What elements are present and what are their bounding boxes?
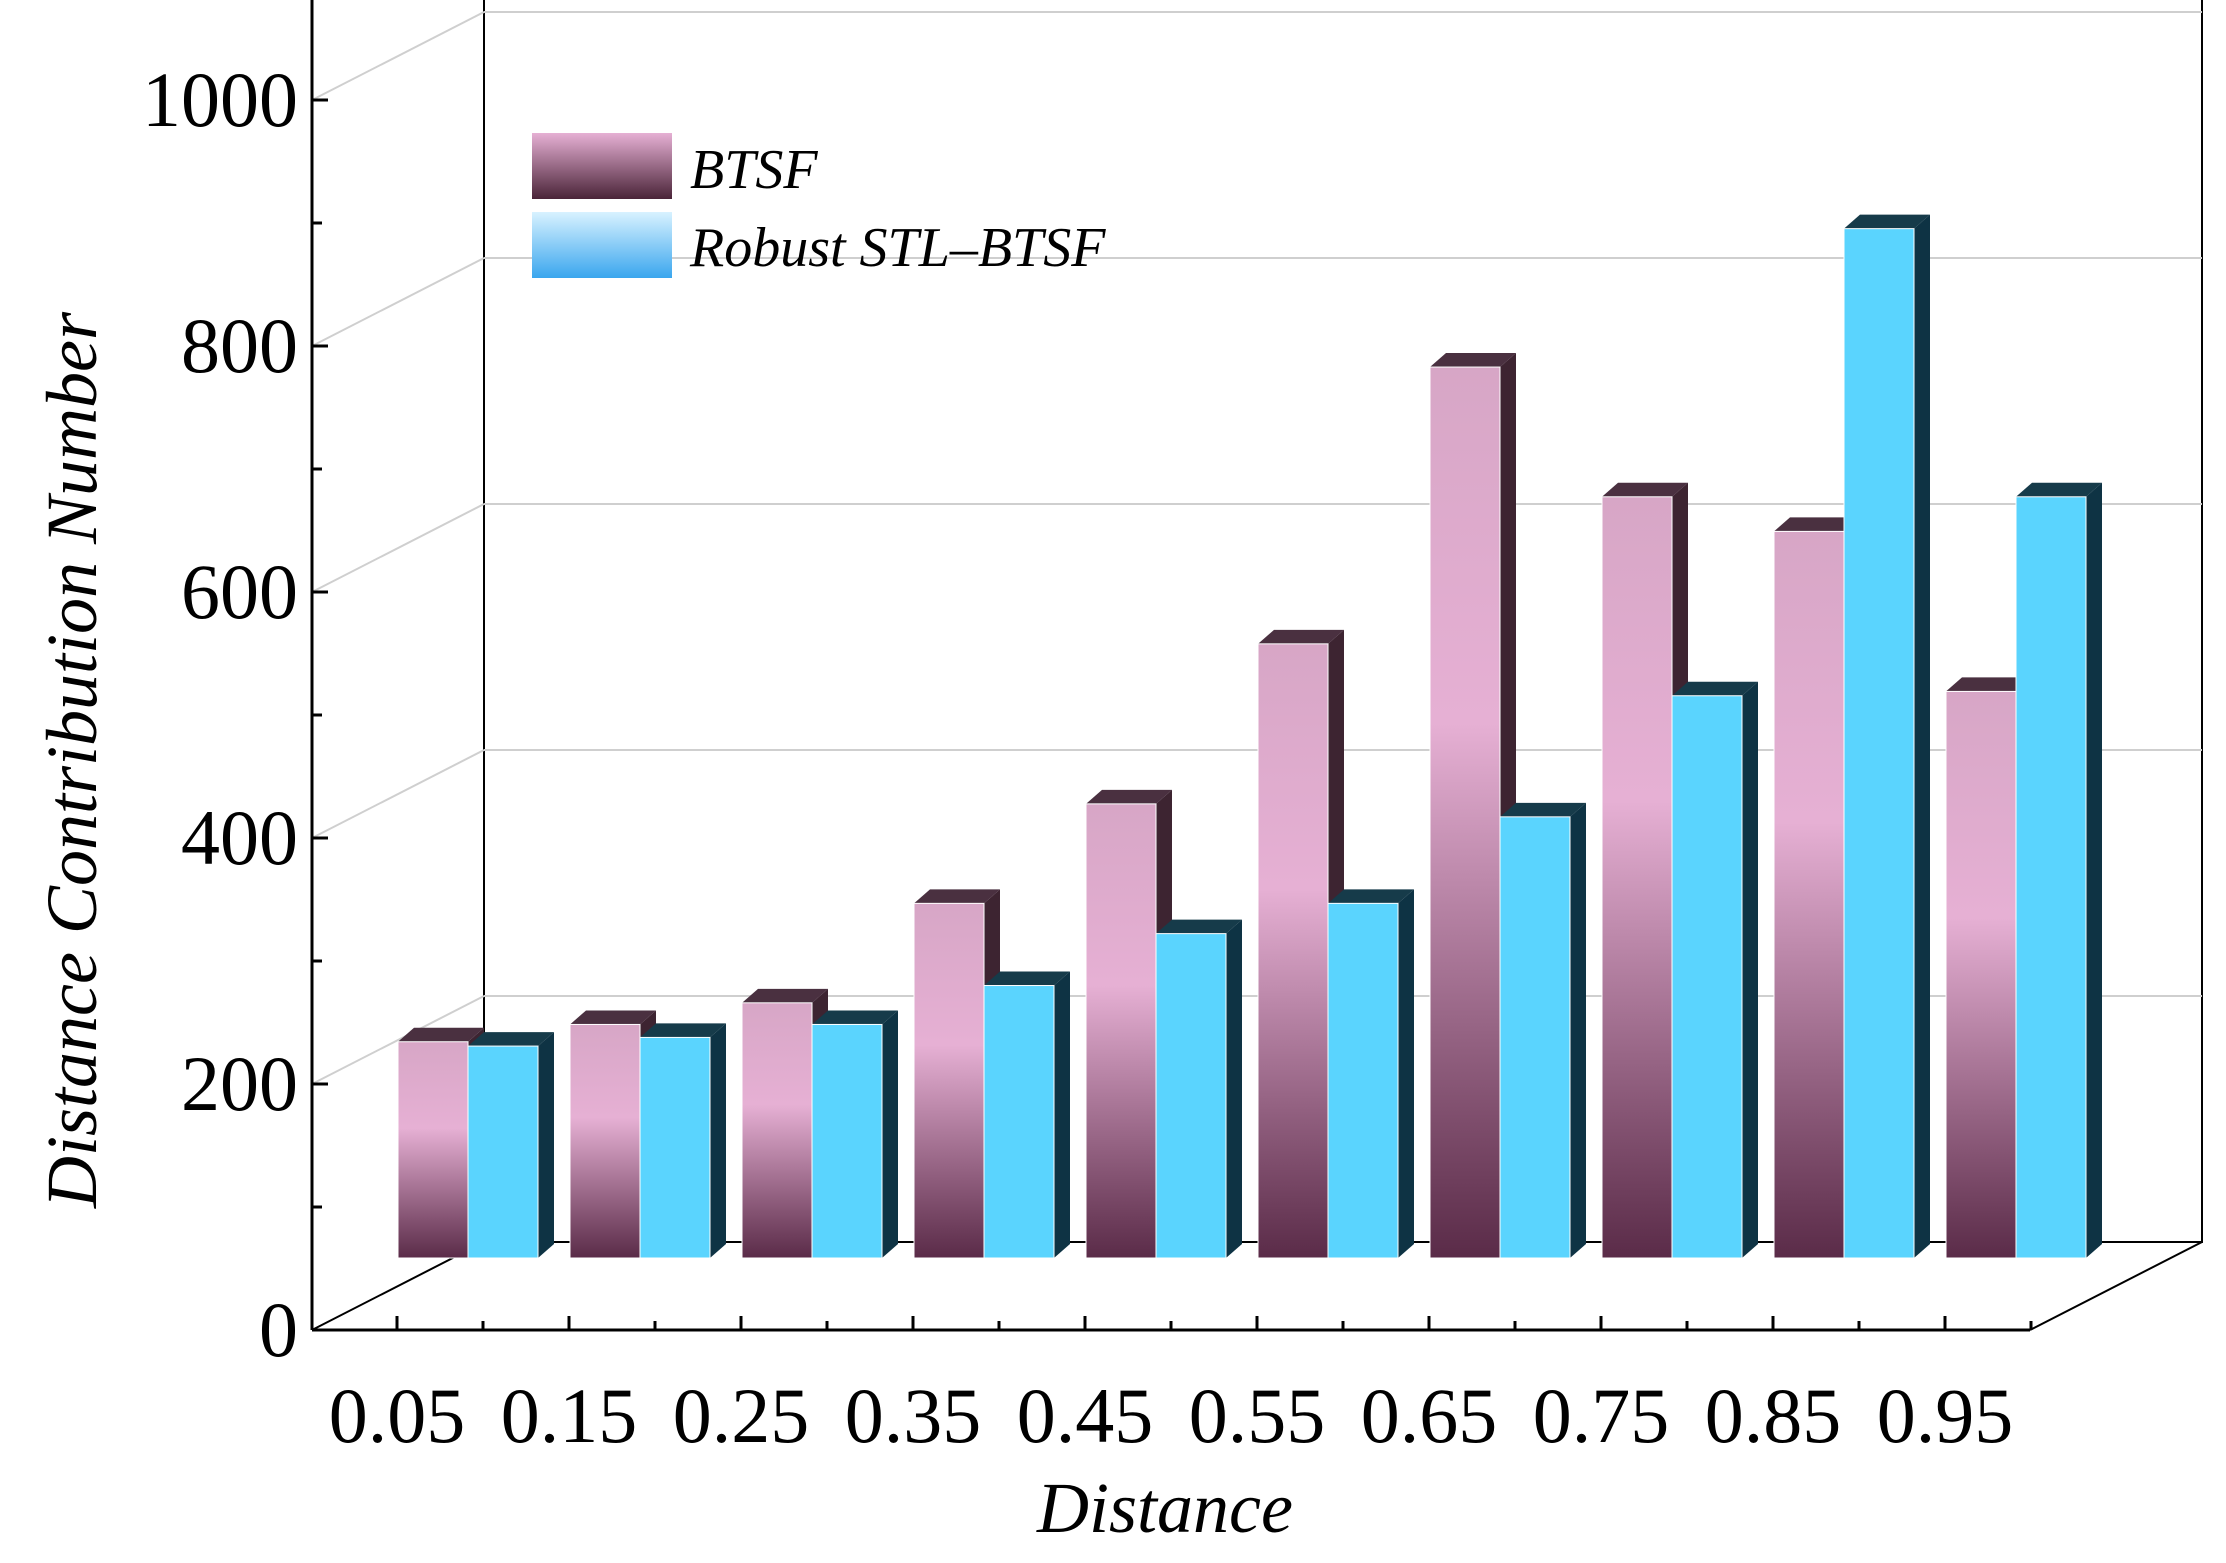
bar-top <box>398 1027 484 1042</box>
bar-top <box>1602 482 1688 497</box>
bars <box>397 214 2102 1259</box>
bar-robust-0.85 <box>1843 214 1930 1259</box>
bar-front <box>1257 643 1329 1259</box>
bar-robust-0.35 <box>983 971 1070 1259</box>
bar-top <box>984 971 1070 986</box>
bar-front <box>397 1041 469 1259</box>
x-tick-label: 0.65 <box>1361 1372 1498 1459</box>
bar-front <box>1601 496 1673 1259</box>
legend-label-robust: Robust STL–BTSF <box>689 217 1106 279</box>
y-tick-label: 400 <box>181 794 298 881</box>
grid-line-side <box>311 503 485 593</box>
bar-robust-0.05 <box>467 1032 554 1259</box>
bar-top <box>1328 889 1414 904</box>
bar-robust-0.25 <box>811 1010 898 1259</box>
bar-front <box>1429 366 1501 1259</box>
bar-robust-0.75 <box>1671 681 1758 1259</box>
bar-front <box>569 1023 641 1259</box>
grid-line-side <box>311 11 485 101</box>
x-tick-label: 0.95 <box>1877 1372 2014 1459</box>
bar-front <box>741 1002 813 1259</box>
y-tick-label: 600 <box>181 548 298 635</box>
legend-swatch-btsf <box>532 133 672 199</box>
bar-side <box>710 1023 726 1258</box>
bar-front <box>1499 816 1571 1259</box>
x-tick-label: 0.05 <box>329 1372 466 1459</box>
grid-line-side <box>311 995 485 1085</box>
bar-front <box>1843 228 1915 1259</box>
x-tick-label: 0.45 <box>1017 1372 1154 1459</box>
y-tick-label: 200 <box>181 1040 298 1127</box>
bar-robust-0.55 <box>1327 889 1414 1259</box>
bar-top <box>1672 681 1758 696</box>
bar-top <box>1844 214 1930 229</box>
bar-front <box>2015 496 2087 1259</box>
bar-side <box>1398 889 1414 1258</box>
bar-top <box>1774 517 1860 532</box>
x-tick-label: 0.35 <box>845 1372 982 1459</box>
bar-robust-0.95 <box>2015 482 2102 1259</box>
bar-top <box>1258 629 1344 644</box>
bar-front <box>1327 902 1399 1259</box>
bar-side <box>1742 681 1758 1258</box>
x-tick-labels: 0.05 0.15 0.25 0.35 0.45 0.55 0.65 0.75 0.85 0.95 <box>329 1372 2014 1459</box>
bar-front <box>913 902 985 1259</box>
bar-side <box>1914 214 1930 1258</box>
bar-side <box>1570 802 1586 1258</box>
grid-line-side <box>311 257 485 347</box>
bar-robust-0.65 <box>1499 802 1586 1259</box>
bar-top <box>468 1032 554 1047</box>
bar-front <box>811 1023 883 1259</box>
bar-side <box>1054 971 1070 1258</box>
y-tick-label: 1000 <box>142 56 298 143</box>
bar-side <box>2086 482 2102 1258</box>
bar-front <box>467 1045 539 1259</box>
bar-front <box>1945 690 2017 1259</box>
x-tick-label: 0.15 <box>501 1372 638 1459</box>
bar-top <box>1500 802 1586 817</box>
bar-top <box>1946 677 2032 692</box>
legend: BTSF Robust STL–BTSF <box>532 133 1106 279</box>
x-tick-label: 0.85 <box>1705 1372 1842 1459</box>
bar-top <box>1156 919 1242 934</box>
x-axis-title: Distance <box>1036 1468 1293 1548</box>
x-tick-label: 0.75 <box>1533 1372 1670 1459</box>
bar-robust-0.45 <box>1155 919 1242 1259</box>
bar-robust-0.15 <box>639 1023 726 1259</box>
bar-side <box>1226 919 1242 1258</box>
bar-top <box>1086 789 1172 804</box>
bar-front <box>639 1036 711 1259</box>
grid-line-side <box>311 749 485 839</box>
axes <box>310 0 2033 1332</box>
x-tick-label: 0.55 <box>1189 1372 1326 1459</box>
y-tick-labels: 020040060080010001200 <box>142 56 298 1373</box>
bar-side <box>538 1032 554 1258</box>
bar-top <box>914 889 1000 904</box>
y-tick-label: 0 <box>259 1286 298 1373</box>
legend-swatch-robust <box>532 212 672 278</box>
bar-front <box>1155 933 1227 1259</box>
bar-top <box>570 1010 656 1025</box>
bar-btsf-0.75 <box>1601 482 1688 1259</box>
bar-front <box>1773 530 1845 1259</box>
bar-top <box>1430 353 1516 368</box>
bar-top <box>640 1023 726 1038</box>
bar-top <box>812 1010 898 1025</box>
bar-side <box>882 1010 898 1258</box>
bar-top <box>2016 482 2102 497</box>
x-tick-label: 0.25 <box>673 1372 810 1459</box>
bar-front <box>983 985 1055 1259</box>
bar-top <box>742 988 828 1003</box>
bar-front <box>1085 803 1157 1259</box>
y-tick-label: 800 <box>181 302 298 389</box>
y-axis-title: Distance Contribution Number <box>32 311 112 1209</box>
bar-front <box>1671 695 1743 1259</box>
legend-label-btsf: BTSF <box>690 139 818 201</box>
